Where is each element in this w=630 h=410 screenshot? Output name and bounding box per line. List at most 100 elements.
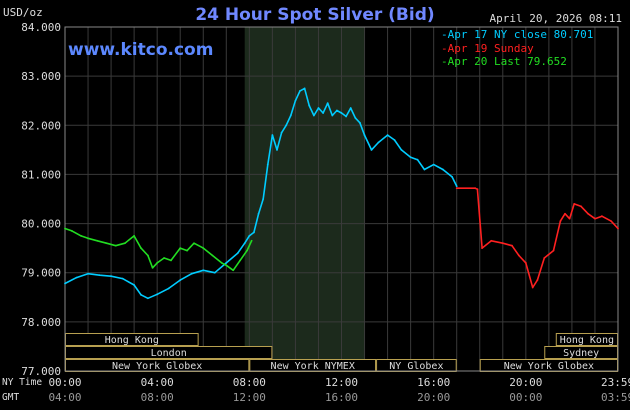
data-point — [121, 277, 124, 280]
data-point — [133, 284, 136, 286]
brand-link[interactable]: www.kitco.com — [68, 40, 214, 60]
x-tick-label-gmt: 12:00 — [233, 391, 266, 404]
data-point — [163, 257, 165, 259]
data-point — [331, 114, 334, 117]
x-tick-label-ny: 23:59 — [601, 376, 630, 389]
data-point — [600, 215, 603, 218]
data-point — [211, 254, 214, 257]
y-tick-label: 82.000 — [21, 119, 61, 132]
data-point — [276, 148, 278, 151]
data-point — [524, 261, 527, 264]
data-point — [432, 163, 435, 166]
data-point — [114, 244, 117, 247]
data-point — [124, 242, 126, 245]
data-point — [386, 134, 389, 137]
data-point — [490, 239, 493, 242]
data-point — [248, 234, 251, 237]
data-point — [370, 148, 373, 151]
data-point — [257, 212, 260, 215]
data-point — [441, 168, 444, 171]
data-point — [179, 247, 182, 250]
legend-label: Apr 20 Last 79.652 — [447, 55, 567, 68]
data-point — [220, 261, 223, 264]
market-session-label: New York NYMEX — [271, 361, 355, 372]
data-point — [481, 247, 483, 250]
data-point — [501, 242, 504, 245]
data-point — [303, 87, 306, 90]
data-point — [363, 134, 366, 137]
data-point — [594, 217, 596, 220]
data-point — [110, 275, 112, 278]
data-point — [474, 187, 477, 190]
data-point — [98, 274, 101, 277]
data-point — [147, 254, 149, 257]
data-point — [536, 279, 539, 281]
legend-swatch: - — [441, 28, 448, 41]
market-session-label: NY Globex — [389, 361, 443, 372]
data-point — [451, 175, 453, 178]
data-point — [253, 231, 255, 234]
data-point — [186, 249, 189, 252]
x-tick-label-gmt: 03:59 — [601, 391, 630, 404]
timestamp: April 20, 2026 08:11 — [489, 12, 622, 25]
data-point — [317, 107, 320, 109]
x-tick-label-gmt: 16:00 — [325, 391, 358, 404]
data-point — [243, 242, 246, 245]
series-line — [64, 87, 458, 300]
session-highlight — [244, 27, 365, 371]
data-point — [80, 234, 83, 237]
data-point — [326, 102, 329, 105]
y-tick-label: 81.000 — [21, 168, 61, 181]
data-point — [617, 227, 619, 230]
ny-time-label: NY Time — [2, 377, 43, 388]
data-point — [573, 203, 576, 205]
x-tick-label-ny: 20:00 — [509, 376, 542, 389]
data-point — [156, 293, 159, 296]
x-tick-label-gmt: 08:00 — [141, 391, 174, 404]
market-session-label: London — [151, 348, 187, 359]
data-point — [345, 115, 348, 118]
y-tick-label: 77.000 — [21, 365, 61, 378]
y-tick-label: 83.000 — [21, 70, 61, 83]
x-tick-label-ny: 16:00 — [417, 376, 450, 389]
data-point — [156, 261, 159, 264]
legend-label: Apr 17 NY close 80.701 — [447, 28, 594, 41]
market-session-label: Sydney — [563, 348, 599, 359]
data-point — [322, 112, 324, 114]
data-point — [280, 131, 283, 134]
y-tick-label: 80.000 — [21, 218, 61, 231]
data-point — [308, 104, 311, 107]
data-point — [568, 217, 571, 220]
data-point — [409, 156, 412, 159]
data-point — [167, 287, 170, 290]
data-point — [476, 188, 479, 191]
unit-label: USD/oz — [3, 6, 43, 19]
chart-title: 24 Hour Spot Silver (Bid) — [195, 5, 435, 25]
data-point — [455, 187, 458, 190]
data-point — [610, 220, 612, 223]
data-point — [294, 99, 297, 102]
x-tick-label-ny: 08:00 — [233, 376, 266, 389]
data-point — [140, 293, 142, 296]
data-point — [354, 117, 357, 119]
data-point — [552, 249, 555, 252]
gmt-label: GMT — [2, 392, 20, 403]
data-point — [416, 158, 419, 161]
x-tick-label-ny: 04:00 — [141, 376, 174, 389]
market-session-label: New York Globex — [504, 361, 594, 372]
data-point — [289, 114, 292, 117]
data-point — [285, 124, 288, 127]
x-tick-label-ny: 12:00 — [325, 376, 358, 389]
y-tick-label: 78.000 — [21, 316, 61, 329]
data-point — [225, 261, 228, 264]
market-session-label: New York Globex — [112, 361, 202, 372]
legend-swatch: - — [441, 41, 448, 55]
data-point — [250, 239, 253, 242]
data-point — [580, 205, 583, 208]
data-point — [96, 239, 99, 242]
data-point — [225, 264, 228, 267]
x-tick-label-ny: 00:00 — [48, 376, 81, 389]
legend-item: -Apr 17 NY close 80.701 — [441, 28, 593, 42]
data-point — [359, 121, 361, 124]
